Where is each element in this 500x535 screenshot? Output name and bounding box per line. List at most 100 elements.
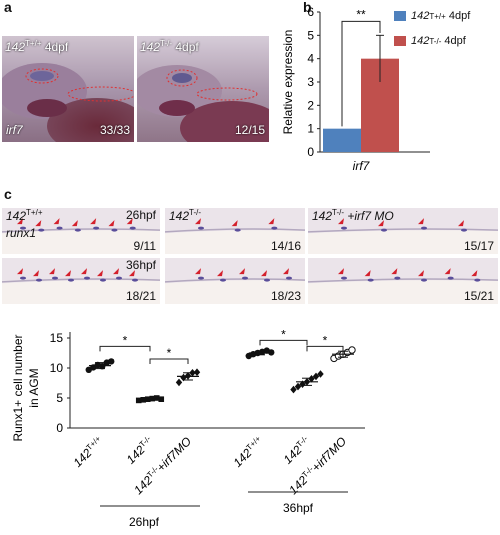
stage-label: 26hpf (129, 515, 160, 529)
stained-cell (447, 276, 454, 280)
yolk-region (308, 280, 498, 304)
runx1-photo: 142T-/- +irf7 MO 15/17 (308, 208, 498, 254)
significance-label: * (123, 333, 128, 347)
chart-b-ytick-label: 6 (307, 5, 314, 19)
arrowhead-icon (126, 218, 133, 225)
chart-c-points (85, 346, 356, 404)
runx1-photo: 18/23 (165, 258, 305, 304)
data-point (175, 378, 183, 387)
runx1-tissue (308, 258, 498, 304)
arrowhead-icon (81, 268, 87, 275)
arrowhead-icon (231, 220, 238, 227)
photo-a2-label: 142T-/- 4dpf (140, 39, 199, 54)
chart-b-ytick-label: 0 (307, 145, 314, 159)
arrowhead-icon (17, 218, 23, 225)
arrowhead-icon (108, 220, 115, 227)
arrowhead-icon (17, 268, 23, 275)
chart-c-ytick-label: 10 (50, 361, 64, 375)
arrowhead-icon (35, 220, 42, 227)
chart-c-ylabel-line2: in AGM (27, 368, 41, 407)
runx1-photo: 142T-/- 14/16 (165, 208, 305, 254)
arrowhead-icon (217, 270, 223, 277)
arrowhead-icon (418, 270, 424, 277)
stained-cell (116, 276, 122, 280)
tile-stage-label: 36hpf (125, 258, 156, 272)
significance-label: * (281, 327, 286, 341)
arrowhead-icon (33, 270, 39, 277)
runx1-tissue (165, 208, 305, 254)
data-point (135, 397, 142, 404)
stained-cell (93, 226, 100, 230)
stained-cell (100, 278, 106, 282)
chart-c-ytick-label: 5 (56, 391, 63, 405)
stained-cell (461, 228, 467, 232)
arrowhead-icon (195, 218, 201, 225)
stained-cell (341, 276, 347, 280)
chart-c-xlabel: 142T+/+ (230, 434, 266, 470)
data-point (99, 363, 106, 370)
data-point (108, 358, 115, 365)
significance-bracket (259, 339, 308, 346)
runx1-photo: 15/21 (308, 258, 498, 304)
significance-label: ** (356, 7, 366, 21)
data-point (180, 373, 187, 382)
arrowhead-icon (90, 218, 97, 225)
stained-cell (242, 276, 248, 280)
panel-c-letter: c (4, 186, 12, 202)
stained-cell (132, 278, 138, 282)
arrowhead-icon (49, 268, 55, 275)
stained-cell (421, 278, 427, 282)
chart-b-ytick-label: 5 (307, 28, 314, 42)
chart-b-xlabel: irf7 (353, 159, 371, 173)
chart-c-ytick-label: 0 (56, 421, 63, 435)
legend-item-mutant: 142 T-/- 4dpf (394, 35, 470, 47)
chart-b-ytick-label: 4 (307, 52, 314, 66)
arrowhead-icon (418, 218, 424, 225)
stained-cell (74, 228, 81, 232)
legend-swatch-mutant (394, 36, 406, 46)
stained-cell (271, 226, 278, 230)
stained-cell (474, 278, 481, 282)
chart-b-bars (323, 34, 399, 152)
tile-count: 15/17 (463, 239, 494, 253)
runx1-cell-count-scatter: 0 5 10 15 Runx1+ cell number in AGM 142T+/+ 142… (11, 327, 365, 529)
stained-cell (111, 228, 118, 232)
data-point (193, 368, 201, 376)
stained-cell (220, 278, 226, 282)
tile-count: 14/16 (270, 239, 301, 253)
chart-c-axes (67, 332, 365, 429)
data-point (348, 346, 356, 354)
significance-bracket (341, 20, 381, 127)
chart-c-xlabel: 142T+/+ (70, 434, 106, 470)
arrowhead-icon (283, 268, 289, 275)
data-point (153, 395, 160, 401)
stained-cell (367, 278, 374, 282)
relative-expression-bar-chart: 0 1 2 3 4 5 6 Relative expression ** irf7 (281, 5, 430, 173)
chart-c-ytick-label: 15 (50, 331, 64, 345)
arrowhead-icon (113, 268, 119, 275)
arrowhead-icon (195, 268, 201, 275)
arrowhead-icon (97, 270, 103, 277)
chart-b-ytick-label: 3 (307, 75, 314, 89)
aorta-line (308, 228, 498, 233)
stained-cell (234, 228, 241, 232)
chart-b-ytick-label: 2 (307, 98, 314, 112)
stained-cell (381, 228, 387, 232)
tile-count: 18/21 (125, 289, 156, 303)
arrowhead-icon (378, 220, 384, 227)
chart-b-labels: 0 1 2 3 4 5 6 Relative expression ** irf7 (281, 5, 381, 173)
tile-count: 9/11 (133, 239, 156, 253)
stained-cell (84, 276, 90, 280)
data-point (294, 382, 302, 391)
chart-c-xlabel: 142T-/- (124, 434, 157, 467)
photo-a1-count: 33/33 (99, 123, 130, 137)
chart-c-ylabel: Runx1+ cell number (11, 334, 25, 441)
stage-label: 36hpf (283, 501, 314, 515)
stained-cell (198, 226, 204, 230)
stained-cell (20, 276, 26, 280)
yolk-region (165, 230, 305, 254)
arrowhead-icon (129, 270, 135, 277)
arrowhead-icon (338, 218, 344, 225)
chart-b-ytick-label: 1 (307, 122, 314, 136)
data-point (268, 349, 275, 356)
